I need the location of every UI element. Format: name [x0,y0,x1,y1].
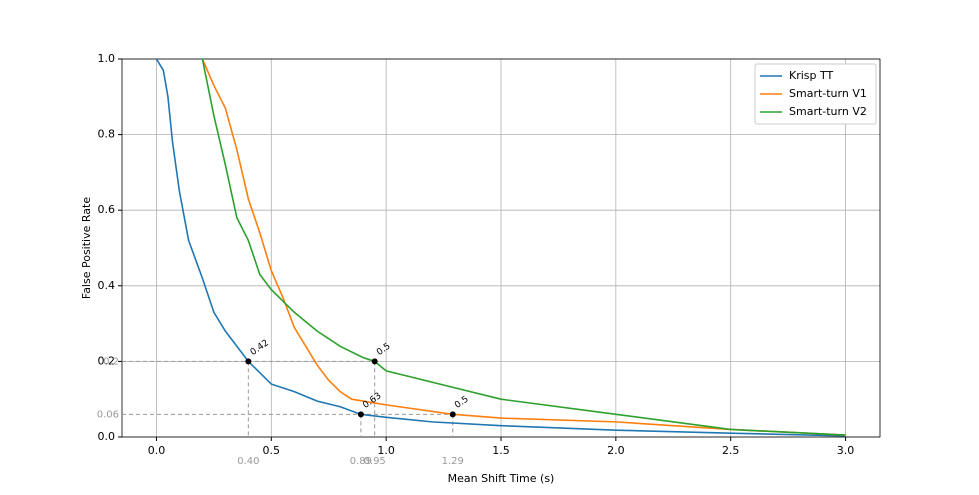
annotation-point [357,411,364,418]
y-tick-label: 0.4 [98,279,116,292]
y-tick-label: 0.6 [98,203,116,216]
line-series [155,58,846,437]
x-tick-label: 2.0 [607,444,625,457]
annotation-label: 0.63 [361,391,383,411]
guide-x-label: 0.89 [350,456,372,467]
guide-x-label: 0.40 [237,456,259,467]
annotation-point [449,411,456,418]
annotation-point [371,358,378,365]
x-tick-label: 2.5 [722,444,740,457]
annotation-label: 0.5 [453,394,470,410]
legend-label: Krisp TT [789,69,834,82]
x-tick-label: 1.0 [377,444,395,457]
guide-y-label: 0.06 [97,409,119,420]
guide-x-label: 0.95 [364,456,386,467]
legend-label: Smart-turn V1 [789,87,867,100]
guide-y-label: 0.2 [103,356,119,367]
guide-x-label: 1.29 [442,456,464,467]
annotation-label: 0.42 [249,338,271,358]
legend-label: Smart-turn V2 [789,105,867,118]
y-tick-label: 1.0 [98,52,116,65]
x-tick-label: 3.0 [837,444,855,457]
legend-box [754,63,877,125]
annotation-label: 0.5 [375,341,392,357]
x-tick-label: 0.0 [148,444,166,457]
line-series [201,58,846,436]
annotation-point [245,358,252,365]
y-tick-label: 0.2 [98,354,116,367]
y-tick-label: 0.0 [98,430,116,443]
x-tick-label: 1.5 [492,444,510,457]
y-axis-label: False Positive Rate [80,197,93,299]
plot-frame [121,58,881,438]
x-axis-label: Mean Shift Time (s) [448,472,555,485]
line-series [201,58,846,436]
y-tick-label: 0.8 [98,128,116,141]
x-tick-label: 0.5 [263,444,281,457]
